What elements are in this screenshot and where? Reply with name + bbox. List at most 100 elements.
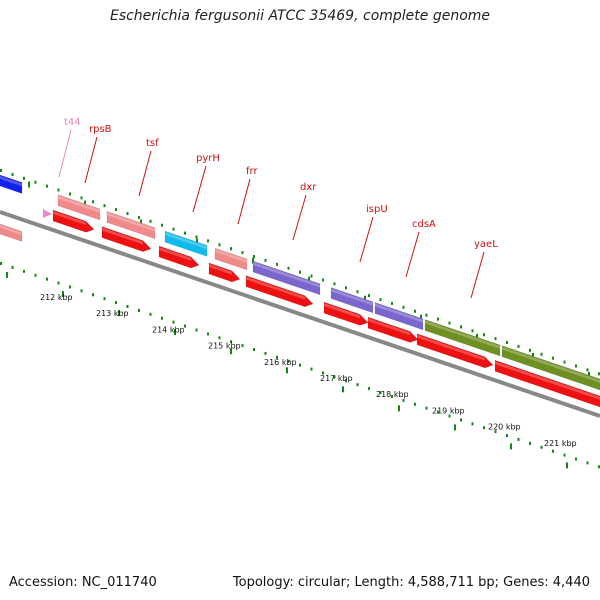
ring-dot: [460, 418, 462, 422]
ring-dot: [161, 316, 163, 320]
genome-summary-text: Topology: circular; Length: 4,588,711 bp…: [232, 575, 590, 590]
ring-dot: [172, 227, 175, 231]
cds-arrow: [323, 301, 369, 326]
gene-label-cdsA: cdsA: [412, 219, 436, 230]
ring-dot: [218, 336, 221, 340]
ring-dot: [322, 371, 324, 375]
ring-dot: [437, 317, 439, 321]
ring-dot: [310, 367, 313, 371]
ring-dot: [172, 320, 175, 324]
ring-dot: [299, 363, 301, 367]
cog-block: [106, 210, 156, 240]
gene-callout-line: [359, 216, 374, 263]
cds-arrow-highlight: [246, 276, 305, 300]
ring-dot: [241, 251, 244, 255]
major-tick: [588, 371, 590, 378]
ring-dot: [356, 383, 359, 387]
ring-dot: [345, 379, 347, 383]
ring-dot: [138, 215, 140, 219]
ring-dot: [253, 255, 255, 259]
ring-dot: [57, 281, 60, 285]
ring-dot: [517, 437, 520, 441]
major-tick: [118, 310, 120, 317]
ring-dot: [460, 325, 462, 329]
cog-block: [252, 260, 321, 296]
cog-block-highlight: [0, 176, 22, 187]
ring-dot: [126, 212, 129, 216]
major-tick: [308, 276, 310, 283]
ring-dot: [276, 355, 278, 359]
ring-dot: [552, 356, 554, 360]
tick-label: 212 kbp: [40, 293, 73, 302]
ring-dot: [540, 445, 543, 449]
cds-arrow: [52, 209, 95, 233]
ring-dot: [184, 231, 186, 235]
ring-dot: [322, 278, 324, 282]
gene-callout-line: [405, 231, 420, 278]
cog-block: [374, 302, 424, 331]
tick-label: 220 kbp: [488, 423, 521, 432]
major-tick: [230, 348, 232, 355]
ring-dot: [230, 247, 232, 251]
ring-dot: [494, 430, 497, 434]
ring-dot: [69, 192, 71, 196]
ring-dot: [402, 305, 405, 309]
gene-callout-line: [470, 251, 485, 299]
cds-arrow: [245, 275, 314, 308]
ring-dot: [448, 321, 451, 325]
major-tick: [398, 405, 400, 412]
cog-block: [164, 230, 208, 257]
ring-dot: [529, 441, 531, 445]
ring-dot: [437, 410, 439, 414]
major-tick: [510, 443, 512, 450]
ring-dot: [264, 351, 267, 355]
cds-arrow-highlight: [102, 227, 143, 245]
ring-dot: [345, 286, 347, 290]
ring-dot: [92, 200, 94, 204]
ring-dot: [586, 461, 589, 465]
ring-dot: [207, 332, 209, 336]
cog-block-highlight: [215, 249, 247, 263]
ring-dot: [483, 333, 485, 337]
ring-dot: [379, 298, 382, 302]
ring-dot: [575, 364, 577, 368]
major-tick: [196, 238, 198, 245]
cds-arrow: [101, 226, 152, 252]
tick-label: 216 kbp: [264, 358, 297, 367]
ring-dot: [184, 324, 186, 328]
cog-block-highlight: [425, 320, 500, 349]
ring-dot: [161, 223, 163, 227]
cog-block-highlight: [107, 212, 155, 232]
ring-dot: [103, 297, 106, 301]
gene-callout-line: [292, 194, 307, 241]
ring-dot: [207, 239, 209, 243]
ring-dot: [46, 184, 48, 188]
inner-dotted-ring: [0, 262, 600, 469]
major-tick: [28, 181, 30, 188]
cds-arrow-highlight: [53, 211, 86, 226]
ring-dot: [356, 290, 359, 294]
genome-backbone: [0, 210, 600, 418]
cog-block: [0, 223, 23, 242]
gene-label-pyrH: pyrH: [196, 153, 220, 164]
ring-dot: [414, 309, 416, 313]
ring-dot: [241, 344, 244, 348]
ring-dot: [448, 414, 451, 418]
ring-dot: [586, 368, 589, 372]
ring-dot: [195, 235, 198, 239]
gene-callouts: t44 rpsB tsf pyrH frr dxr ispU cdsA yaeL: [58, 117, 498, 299]
ring-dot: [149, 219, 152, 223]
ring-dot: [103, 204, 106, 208]
cds-arrow: [494, 359, 600, 408]
gene-callout-line: [138, 150, 152, 197]
tick-labels: 212 kbp 213 kbp 214 kbp 215 kbp 216 kbp 217 k…: [40, 293, 577, 448]
ring-dot: [402, 398, 405, 402]
tick-label: 214 kbp: [152, 325, 185, 334]
gene-label-tsf: tsf: [146, 138, 159, 149]
ring-dot: [138, 308, 140, 312]
cds-arrow-highlight: [368, 318, 410, 336]
ring-dot: [471, 329, 474, 333]
gene-callout-line: [192, 165, 207, 213]
ring-dot: [115, 208, 117, 212]
ring-dot: [11, 265, 14, 269]
